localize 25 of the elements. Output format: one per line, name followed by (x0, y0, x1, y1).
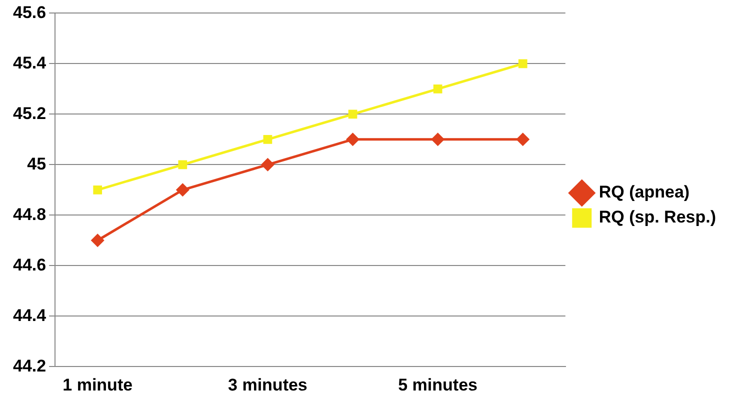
point (263, 134, 272, 144)
y-tick-label: 44.4 (12, 306, 47, 325)
y-tick-label: 45 (27, 154, 46, 174)
legend-label: RQ (apnea) (598, 182, 690, 202)
y-tick-label: 45.6 (12, 2, 46, 22)
x-tick-label: 3 minutes (228, 375, 308, 394)
y-tick-label: 44.6 (12, 255, 46, 274)
x-tick-label: 5 minutes (398, 375, 478, 394)
y-tick-label: 44.2 (12, 356, 46, 376)
point (518, 59, 528, 68)
y-tick-label: 44.8 (12, 204, 46, 224)
point (432, 133, 444, 146)
point (178, 160, 188, 170)
point (261, 158, 274, 171)
point (91, 234, 104, 247)
point (93, 185, 102, 194)
point (348, 110, 358, 119)
point (346, 133, 360, 146)
point (176, 184, 189, 196)
point (433, 84, 442, 94)
point (516, 133, 530, 146)
legend-label: RQ (sp. Resp.) (598, 208, 716, 227)
x-tick-label: 1 minute (62, 375, 133, 394)
y-tick-label: 45.2 (12, 104, 46, 123)
y-tick-label: 45.4 (12, 53, 47, 72)
